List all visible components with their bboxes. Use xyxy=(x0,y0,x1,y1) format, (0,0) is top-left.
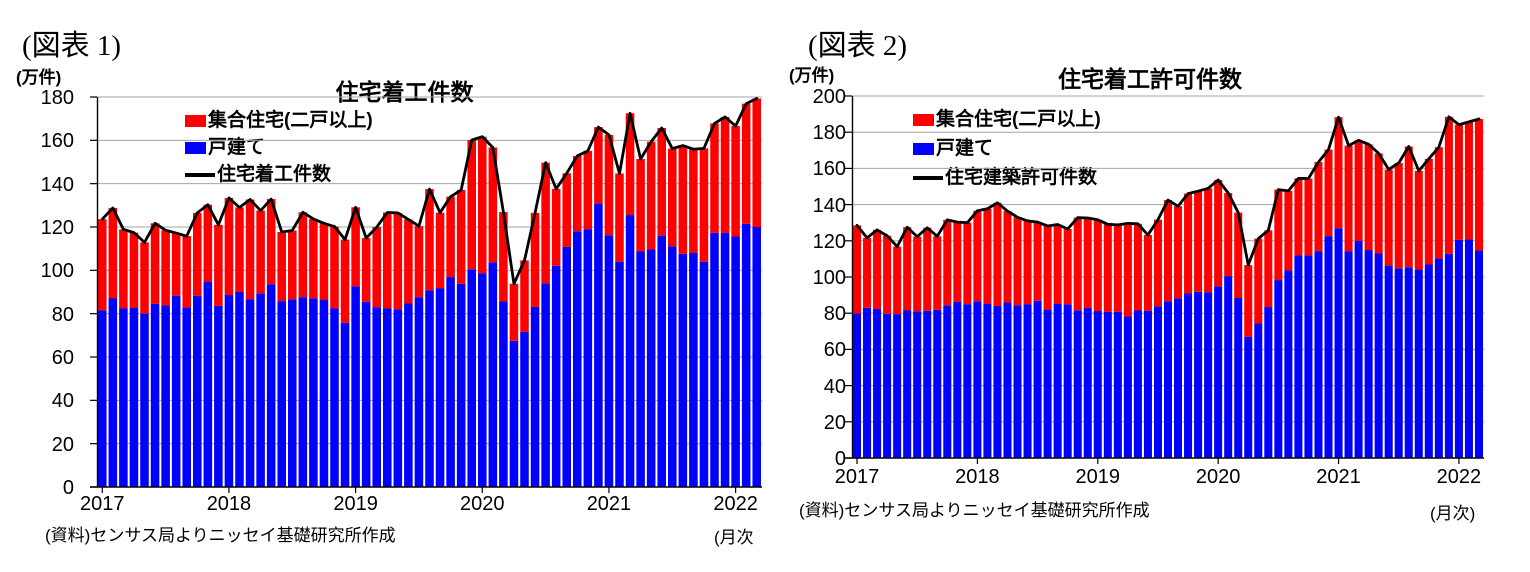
y-axis-tick-label: 40 xyxy=(51,390,74,413)
x-axis-tick-label: 2018 xyxy=(955,466,1000,488)
x-axis-tick-label: 2020 xyxy=(460,493,505,515)
legend-color-swatch xyxy=(913,113,934,126)
legend-label: 戸建て xyxy=(208,137,266,158)
chart-legend: 集合住宅(二戸以上) 戸建て住宅着工件数 xyxy=(185,107,373,188)
figure-tag: (図表 1) xyxy=(22,30,122,62)
legend-color-swatch xyxy=(185,141,206,154)
figure-tag: (図表 2) xyxy=(808,30,908,62)
x-axis-tick-label: 2018 xyxy=(206,493,252,515)
y-axis-tick-label: 60 xyxy=(51,347,74,369)
y-axis-tick-label: 140 xyxy=(40,173,74,196)
legend-label: 集合住宅(二戸以上) xyxy=(208,110,373,131)
x-axis-tick-label: 2022 xyxy=(1436,466,1482,488)
y-axis-tick-label: 120 xyxy=(40,217,74,239)
x-axis-tick-label: 2017 xyxy=(80,493,125,515)
y-axis-tick-label: 80 xyxy=(51,303,74,326)
frequency-note: (月次 xyxy=(714,528,754,547)
y-axis-tick-label: 80 xyxy=(823,303,846,326)
legend-item-multi-family: 集合住宅(二戸以上) xyxy=(913,105,1101,134)
legend-line-marker xyxy=(913,175,943,180)
y-axis-tick-label: 60 xyxy=(823,339,846,362)
chart-legend: 集合住宅(二戸以上) 戸建て住宅建築許可件数 xyxy=(913,105,1101,192)
y-axis-unit-label: (万件) xyxy=(16,68,62,87)
x-axis-tick-label: 2021 xyxy=(1316,466,1361,488)
frequency-note: (月次) xyxy=(1430,504,1476,523)
legend-item-single-family: 戸建て xyxy=(913,134,1101,163)
legend-color-swatch xyxy=(913,142,934,155)
legend-line-marker xyxy=(185,172,215,177)
legend-label: 集合住宅(二戸以上) xyxy=(936,109,1101,130)
chart-title: 住宅着工許可件数 xyxy=(1058,66,1242,92)
y-axis-tick-label: 200 xyxy=(812,86,846,108)
x-axis-tick-label: 2019 xyxy=(333,493,378,515)
legend-item-multi-family: 集合住宅(二戸以上) xyxy=(185,107,373,134)
x-axis-tick-label: 2019 xyxy=(1075,466,1121,488)
y-axis-unit-label: (万件) xyxy=(789,66,835,85)
legend-label: 戸建て xyxy=(936,138,994,159)
chart-title: 住宅着工件数 xyxy=(335,79,474,105)
source-note: (資料)センサス局よりニッセイ基礎研究所作成 xyxy=(45,526,396,545)
y-axis-tick-label: 180 xyxy=(812,122,846,145)
y-axis-tick-label: 0 xyxy=(834,448,846,470)
chart-canvas xyxy=(845,95,1484,464)
y-axis-tick-label: 100 xyxy=(40,260,74,283)
legend-color-swatch xyxy=(185,114,206,127)
x-axis-tick-label: 2017 xyxy=(834,466,880,488)
x-axis-tick-label: 2021 xyxy=(586,493,632,515)
legend-label: 住宅着工件数 xyxy=(217,164,332,185)
y-axis-tick-label: 160 xyxy=(40,130,74,153)
chart-canvas xyxy=(90,96,762,493)
y-axis-tick-label: 180 xyxy=(40,87,74,109)
y-axis-tick-label: 100 xyxy=(812,267,846,289)
y-axis-tick-label: 120 xyxy=(812,230,846,253)
y-axis-tick-label: 40 xyxy=(823,375,846,398)
y-axis-tick-label: 20 xyxy=(823,411,846,434)
legend-item-total-line: 住宅着工件数 xyxy=(185,161,373,188)
x-axis-tick-label: 2020 xyxy=(1195,466,1241,488)
y-axis-tick-label: 20 xyxy=(51,433,74,456)
y-axis-tick-label: 140 xyxy=(812,194,846,217)
y-axis-tick-label: 0 xyxy=(62,477,74,499)
legend-label: 住宅建築許可件数 xyxy=(945,167,1098,188)
source-note: (資料)センサス局よりニッセイ基礎研究所作成 xyxy=(799,501,1150,520)
x-axis-tick-label: 2022 xyxy=(713,493,758,515)
y-axis-tick-label: 160 xyxy=(812,158,846,181)
legend-item-total-line: 住宅建築許可件数 xyxy=(913,163,1101,192)
legend-item-single-family: 戸建て xyxy=(185,134,373,161)
